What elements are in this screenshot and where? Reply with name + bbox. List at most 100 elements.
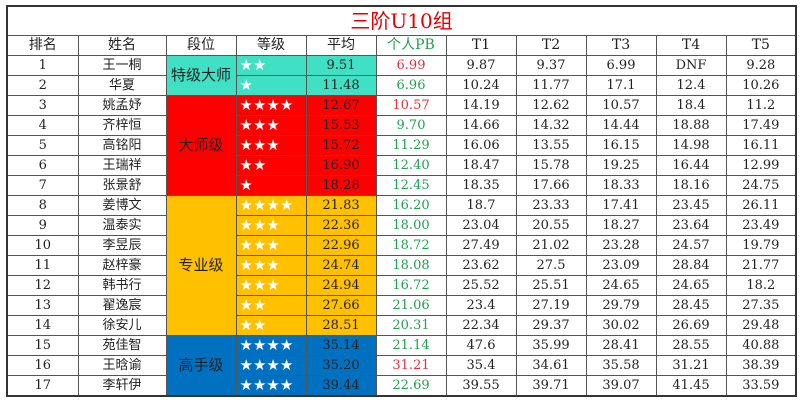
trial-2-cell[interactable]: 14.32 (515, 115, 587, 136)
rank-cell[interactable]: 7 (6, 175, 79, 196)
trial-4-cell[interactable]: 24.57 (655, 235, 727, 256)
trial-5-cell[interactable]: 12.99 (725, 155, 797, 176)
grade-stars-cell[interactable]: ★★ (235, 55, 307, 76)
grade-stars-cell[interactable]: ★★★ (235, 235, 307, 256)
name-cell[interactable]: 李昱辰 (77, 235, 167, 256)
tier-cell[interactable]: 专业级 (165, 195, 237, 336)
trial-2-cell[interactable]: 17.66 (515, 175, 587, 196)
trial-1-cell[interactable]: 35.4 (445, 355, 517, 376)
rank-cell[interactable]: 2 (6, 75, 79, 96)
trial-4-cell[interactable]: 24.65 (655, 275, 727, 296)
tier-cell[interactable]: 大师级 (165, 95, 237, 196)
average-cell[interactable]: 39.44 (305, 375, 377, 397)
name-cell[interactable]: 赵梓豪 (77, 255, 167, 276)
trial-2-cell[interactable]: 27.19 (515, 295, 587, 316)
pb-cell[interactable]: 18.08 (375, 255, 447, 276)
rank-cell[interactable]: 11 (6, 255, 79, 276)
pb-cell[interactable]: 21.14 (375, 335, 447, 356)
name-cell[interactable]: 徐安儿 (77, 315, 167, 336)
trial-5-cell[interactable]: 19.79 (725, 235, 797, 256)
average-cell[interactable]: 15.72 (305, 135, 377, 156)
trial-4-cell[interactable]: 16.44 (655, 155, 727, 176)
trial-3-cell[interactable]: 28.41 (585, 335, 657, 356)
rank-cell[interactable]: 12 (6, 275, 79, 296)
trial-4-cell[interactable]: 31.21 (655, 355, 727, 376)
trial-1-cell[interactable]: 23.04 (445, 215, 517, 236)
trial-3-cell[interactable]: 17.1 (585, 75, 657, 96)
trial-2-cell[interactable]: 15.78 (515, 155, 587, 176)
trial-4-cell[interactable]: 23.64 (655, 215, 727, 236)
pb-cell[interactable]: 18.72 (375, 235, 447, 256)
trial-1-cell[interactable]: 47.6 (445, 335, 517, 356)
pb-cell[interactable]: 10.57 (375, 95, 447, 116)
trial-5-cell[interactable]: 26.11 (725, 195, 797, 216)
name-cell[interactable]: 张景舒 (77, 175, 167, 196)
trial-5-cell[interactable]: 16.11 (725, 135, 797, 156)
trial-1-cell[interactable]: 18.47 (445, 155, 517, 176)
trial-1-cell[interactable]: 39.55 (445, 375, 517, 397)
rank-cell[interactable]: 14 (6, 315, 79, 336)
header-t1[interactable]: T1 (445, 35, 517, 56)
pb-cell[interactable]: 21.06 (375, 295, 447, 316)
trial-3-cell[interactable]: 10.57 (585, 95, 657, 116)
header-t5[interactable]: T5 (725, 35, 797, 56)
trial-5-cell[interactable]: 17.49 (725, 115, 797, 136)
grade-stars-cell[interactable]: ★★★★ (235, 95, 307, 116)
trial-5-cell[interactable]: 21.77 (725, 255, 797, 276)
grade-stars-cell[interactable]: ★★★ (235, 135, 307, 156)
average-cell[interactable]: 11.48 (305, 75, 377, 96)
average-cell[interactable]: 35.14 (305, 335, 377, 356)
trial-3-cell[interactable]: 18.27 (585, 215, 657, 236)
trial-5-cell[interactable]: 29.48 (725, 315, 797, 336)
name-cell[interactable]: 华夏 (77, 75, 167, 96)
name-cell[interactable]: 姚孟妤 (77, 95, 167, 116)
rank-cell[interactable]: 13 (6, 295, 79, 316)
pb-cell[interactable]: 16.72 (375, 275, 447, 296)
trial-2-cell[interactable]: 12.62 (515, 95, 587, 116)
header-t3[interactable]: T3 (585, 35, 657, 56)
name-cell[interactable]: 王一桐 (77, 55, 167, 76)
grade-stars-cell[interactable]: ★★★ (235, 115, 307, 136)
pb-cell[interactable]: 12.40 (375, 155, 447, 176)
trial-2-cell[interactable]: 13.55 (515, 135, 587, 156)
name-cell[interactable]: 苑佳智 (77, 335, 167, 356)
grade-stars-cell[interactable]: ★★★★ (235, 355, 307, 376)
average-cell[interactable]: 18.28 (305, 175, 377, 196)
trial-4-cell[interactable]: 18.4 (655, 95, 727, 116)
trial-2-cell[interactable]: 23.33 (515, 195, 587, 216)
average-cell[interactable]: 22.96 (305, 235, 377, 256)
trial-4-cell[interactable]: 12.4 (655, 75, 727, 96)
trial-2-cell[interactable]: 27.5 (515, 255, 587, 276)
rank-cell[interactable]: 1 (6, 55, 79, 76)
pb-cell[interactable]: 18.00 (375, 215, 447, 236)
pb-cell[interactable]: 22.69 (375, 375, 447, 397)
grade-stars-cell[interactable]: ★ (235, 75, 307, 96)
average-cell[interactable]: 9.51 (305, 55, 377, 76)
trial-1-cell[interactable]: 18.35 (445, 175, 517, 196)
grade-stars-cell[interactable]: ★★★ (235, 255, 307, 276)
rank-cell[interactable]: 5 (6, 135, 79, 156)
pb-cell[interactable]: 31.21 (375, 355, 447, 376)
name-cell[interactable]: 李轩伊 (77, 375, 167, 397)
trial-4-cell[interactable]: 18.16 (655, 175, 727, 196)
pb-cell[interactable]: 20.31 (375, 315, 447, 336)
trial-5-cell[interactable]: 33.59 (725, 375, 797, 397)
trial-5-cell[interactable]: 9.28 (725, 55, 797, 76)
trial-1-cell[interactable]: 9.87 (445, 55, 517, 76)
pb-cell[interactable]: 11.29 (375, 135, 447, 156)
rank-cell[interactable]: 3 (6, 95, 79, 116)
header-average[interactable]: 平均 (305, 35, 377, 56)
average-cell[interactable]: 21.83 (305, 195, 377, 216)
rank-cell[interactable]: 16 (6, 355, 79, 376)
grade-stars-cell[interactable]: ★★★ (235, 275, 307, 296)
trial-2-cell[interactable]: 39.71 (515, 375, 587, 397)
trial-1-cell[interactable]: 23.4 (445, 295, 517, 316)
trial-3-cell[interactable]: 14.44 (585, 115, 657, 136)
trial-5-cell[interactable]: 27.35 (725, 295, 797, 316)
name-cell[interactable]: 高铭阳 (77, 135, 167, 156)
trial-2-cell[interactable]: 34.61 (515, 355, 587, 376)
trial-5-cell[interactable]: 18.2 (725, 275, 797, 296)
trial-2-cell[interactable]: 25.51 (515, 275, 587, 296)
trial-3-cell[interactable]: 17.41 (585, 195, 657, 216)
tier-cell[interactable]: 高手级 (165, 335, 237, 397)
